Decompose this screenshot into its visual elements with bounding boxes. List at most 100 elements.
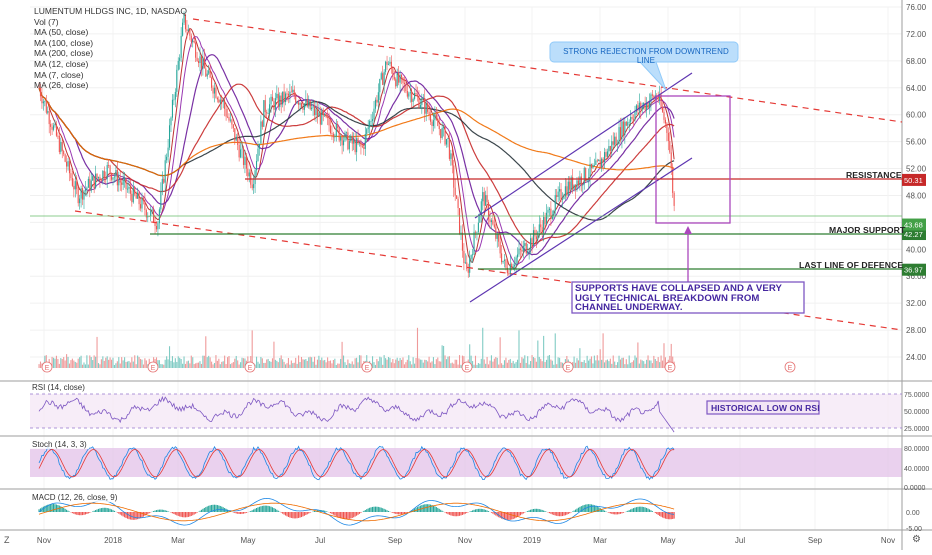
earnings-marker-label: E — [465, 365, 470, 372]
price-tick-label: 76.00 — [906, 3, 927, 12]
time-tick-label: Jul — [735, 536, 745, 545]
volume-bar — [91, 357, 92, 368]
volume-bar — [513, 361, 514, 368]
candle-body — [327, 117, 328, 118]
volume-bar — [429, 357, 430, 368]
macd-histogram-bar — [265, 506, 266, 512]
candle-body — [339, 128, 340, 141]
candle-body — [284, 92, 285, 102]
macd-histogram-bar — [172, 512, 173, 513]
candle-body — [346, 132, 347, 133]
macd-histogram-bar — [291, 512, 292, 518]
candle-body — [671, 152, 672, 166]
candle-body — [373, 109, 374, 119]
volume-bar — [613, 356, 614, 368]
candle-body — [115, 170, 116, 177]
candle-body — [614, 137, 615, 145]
volume-bar — [70, 360, 71, 368]
volume-bar — [286, 363, 287, 368]
candle-body — [669, 141, 670, 152]
volume-bar — [301, 357, 302, 368]
macd-histogram-bar — [107, 508, 108, 512]
candle-body — [269, 104, 270, 113]
volume-bar — [485, 364, 486, 368]
candle-body — [584, 168, 585, 184]
candle-body — [352, 136, 353, 144]
macd-histogram-bar — [141, 512, 142, 517]
candle-body — [337, 124, 338, 128]
macd-histogram-bar — [194, 512, 195, 515]
macd-histogram-bar — [352, 512, 353, 518]
candle-body — [198, 61, 199, 63]
candle-body — [415, 93, 416, 94]
volume-bar — [305, 359, 306, 368]
volume-bar — [143, 364, 144, 368]
candle-body — [601, 159, 602, 167]
volume-bar — [263, 363, 264, 368]
volume-bar — [555, 333, 556, 368]
candle-body — [224, 101, 225, 109]
macd-histogram-bar — [250, 511, 251, 512]
volume-bar — [223, 361, 224, 368]
volume-bar — [558, 357, 559, 368]
macd-histogram-bar — [181, 512, 182, 517]
macd-histogram-bar — [394, 512, 395, 513]
candle-body — [220, 100, 221, 103]
macd-histogram-bar — [563, 512, 564, 516]
candle-body — [505, 260, 506, 268]
volume-bar — [102, 356, 103, 368]
volume-bar — [497, 358, 498, 368]
volume-bar — [124, 357, 125, 368]
candle-body — [357, 138, 358, 143]
volume-bar — [340, 359, 341, 368]
macd-histogram-bar — [473, 510, 474, 512]
volume-bar — [192, 357, 193, 368]
volume-bar — [411, 364, 412, 368]
macd-histogram-bar — [154, 510, 155, 512]
macd-histogram-bar — [520, 512, 521, 515]
volume-bar — [339, 364, 340, 368]
macd-histogram-bar — [536, 509, 537, 512]
volume-bar — [331, 363, 332, 368]
volume-bar — [542, 361, 543, 368]
candle-body — [542, 227, 543, 233]
volume-bar — [601, 360, 602, 368]
volume-bar — [257, 362, 258, 368]
macd-histogram-bar — [346, 512, 347, 519]
volume-bar — [336, 365, 337, 368]
candle-body — [458, 199, 459, 208]
macd-histogram-bar — [324, 511, 325, 512]
price-tick-label: 68.00 — [906, 57, 927, 66]
volume-bar — [410, 361, 411, 368]
volume-bar — [75, 362, 76, 368]
candle-body — [640, 103, 641, 110]
macd-histogram-bar — [304, 512, 305, 516]
volume-bar — [632, 362, 633, 368]
macd-histogram-bar — [239, 512, 240, 514]
major-support-label: MAJOR SUPPORT — [829, 225, 905, 235]
macd-histogram-bar — [220, 506, 221, 512]
settings-icon[interactable]: ⚙ — [912, 534, 921, 545]
macd-histogram-bar — [487, 510, 488, 512]
macd-histogram-bar — [669, 512, 670, 519]
candle-body — [172, 100, 173, 118]
candle-body — [666, 123, 667, 132]
macd-histogram-bar — [372, 507, 373, 512]
volume-bar — [587, 356, 588, 368]
volume-bar — [67, 357, 68, 368]
macd-histogram-bar — [202, 509, 203, 512]
candle-body — [336, 124, 337, 136]
candle-body — [189, 30, 190, 36]
macd-histogram-bar — [330, 512, 331, 513]
volume-bar — [502, 365, 503, 368]
macd-histogram-bar — [257, 507, 258, 512]
volume-bar — [323, 360, 324, 368]
candle-body — [257, 149, 258, 161]
macd-histogram-bar — [621, 512, 622, 513]
candle-body — [289, 92, 290, 96]
macd-histogram-bar — [539, 509, 540, 512]
breakdown-arrowhead — [684, 226, 692, 234]
candle-body — [363, 147, 364, 149]
price-tag-label: 50.31 — [904, 176, 923, 185]
candle-body — [484, 192, 485, 206]
